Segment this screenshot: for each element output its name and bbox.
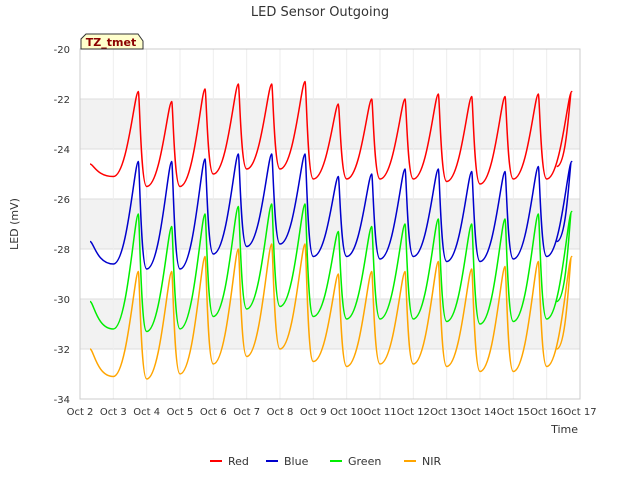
x-tick-label: Oct 15 bbox=[497, 407, 530, 418]
legend-label-blue: Blue bbox=[284, 455, 309, 468]
y-tick-label: -28 bbox=[54, 245, 70, 256]
x-tick-label: Oct 9 bbox=[300, 407, 327, 418]
legend-label-nir: NIR bbox=[422, 455, 441, 468]
x-tick-label: Oct 7 bbox=[233, 407, 260, 418]
legend-label-green: Green bbox=[348, 455, 381, 468]
chart-title: LED Sensor Outgoing bbox=[251, 5, 389, 20]
x-tick-label: Oct 16 bbox=[530, 407, 563, 418]
legend: Red Blue Green NIR bbox=[210, 455, 441, 468]
x-tick-label: Oct 6 bbox=[200, 407, 227, 418]
series-line-blue bbox=[89, 153, 573, 270]
x-tick-label: Oct 4 bbox=[133, 407, 160, 418]
x-tick-label: Oct 2 bbox=[67, 407, 94, 418]
y-tick-label: -24 bbox=[54, 145, 70, 156]
plot-border bbox=[79, 48, 581, 400]
legend-label-red: Red bbox=[228, 455, 249, 468]
site-badge-shape bbox=[80, 33, 144, 50]
x-tick-label: Oct 5 bbox=[167, 407, 194, 418]
y-tick-label: -30 bbox=[54, 295, 70, 306]
y-tick-label: -34 bbox=[54, 395, 70, 406]
plot-series bbox=[89, 80, 573, 380]
x-tick-label: Oct 10 bbox=[330, 407, 363, 418]
site-badge-label: TZ_tmet bbox=[86, 36, 136, 49]
y-band bbox=[80, 299, 580, 349]
series-line-green bbox=[89, 203, 573, 333]
site-badge: TZ_tmet bbox=[80, 33, 144, 50]
series-line-nir bbox=[89, 243, 573, 380]
y-axis-ticks: -34 -32 -30 -28 -26 -24 -22 -20 bbox=[54, 45, 70, 406]
x-tick-label: Oct 12 bbox=[397, 407, 430, 418]
y-tick-label: -32 bbox=[54, 345, 70, 356]
x-tick-label: Oct 13 bbox=[430, 407, 463, 418]
series-line-red bbox=[89, 80, 573, 188]
x-axis-title: Time bbox=[550, 423, 578, 436]
y-axis-title: LED (mV) bbox=[8, 198, 21, 250]
x-tick-label: Oct 14 bbox=[463, 407, 496, 418]
x-tick-label: Oct 8 bbox=[267, 407, 294, 418]
y-tick-label: -22 bbox=[54, 95, 70, 106]
x-axis-ticks: Oct 2 Oct 3 Oct 4 Oct 5 Oct 6 Oct 7 Oct 8 Oct 9… bbox=[67, 407, 597, 418]
x-tick-label: Oct 17 bbox=[563, 407, 596, 418]
y-tick-label: -26 bbox=[54, 195, 70, 206]
y-tick-label: -20 bbox=[54, 45, 70, 56]
x-tick-label: Oct 11 bbox=[363, 407, 396, 418]
x-tick-label: Oct 3 bbox=[100, 407, 127, 418]
